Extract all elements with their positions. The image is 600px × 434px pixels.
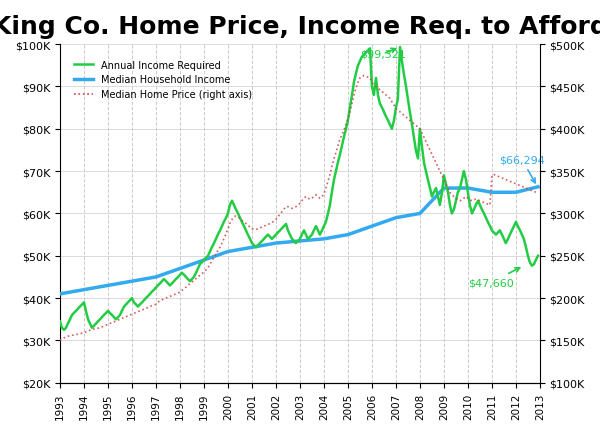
- Text: $47,660: $47,660: [468, 268, 520, 288]
- Text: $66,294: $66,294: [499, 155, 545, 183]
- Legend: Annual Income Required, Median Household Income, Median Home Price (right axis): Annual Income Required, Median Household…: [70, 56, 256, 104]
- Title: King Co. Home Price, Income Req. to Afford: King Co. Home Price, Income Req. to Affo…: [0, 15, 600, 39]
- Text: $99,321: $99,321: [360, 49, 406, 59]
